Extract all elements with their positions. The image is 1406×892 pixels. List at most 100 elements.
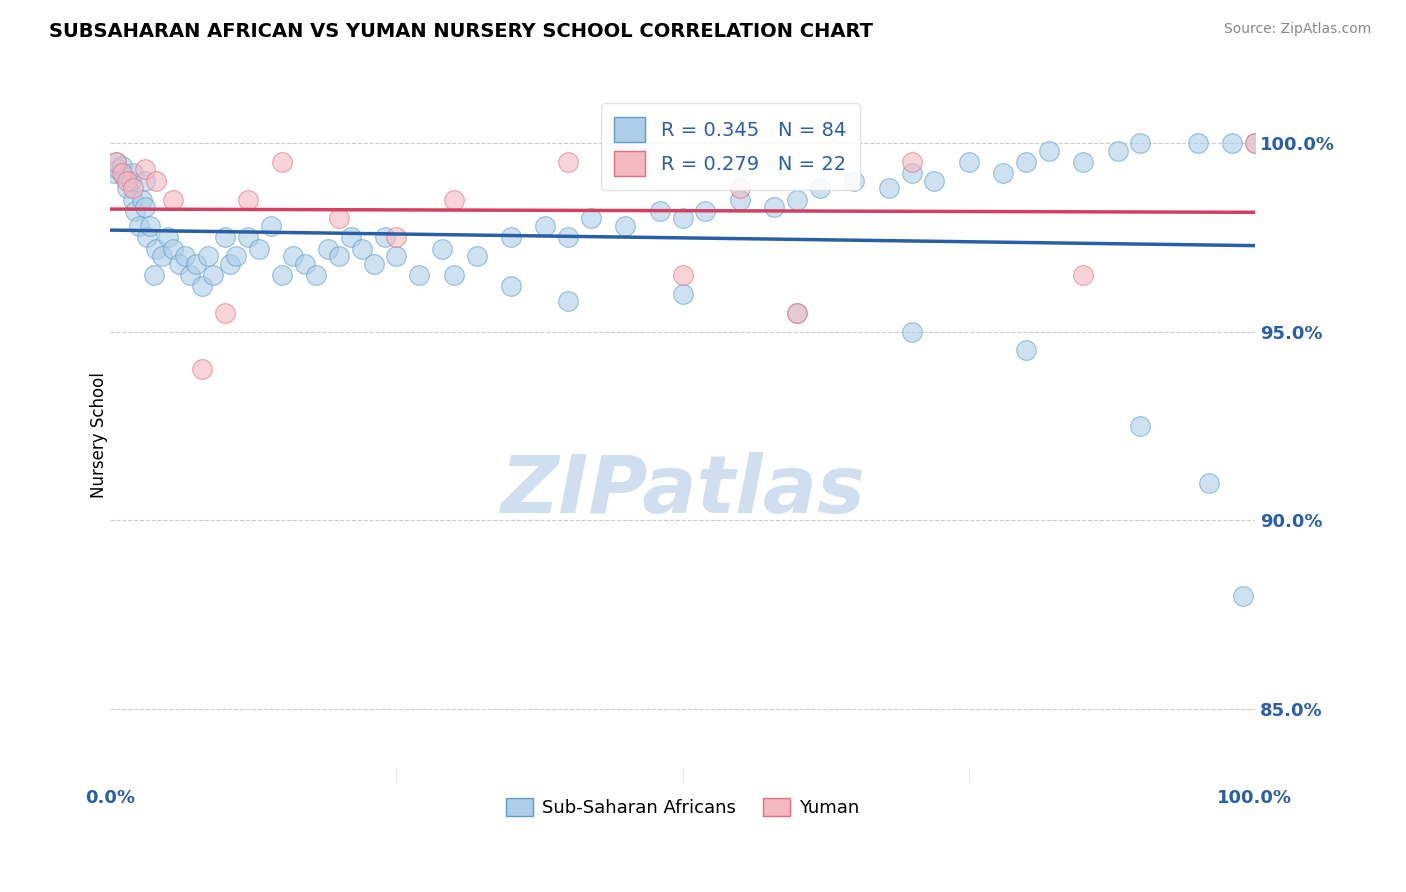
Point [150,249,173,263]
Point [131,193,153,207]
Point [259,219,281,233]
Point [1129,136,1152,150]
Point [557,294,579,309]
Point [499,230,522,244]
Text: SUBSAHARAN AFRICAN VS YUMAN NURSERY SCHOOL CORRELATION CHART: SUBSAHARAN AFRICAN VS YUMAN NURSERY SCHO… [49,22,873,41]
Point [844,174,866,188]
Point [786,306,808,320]
Point [352,242,374,256]
Point [162,242,184,256]
Point [283,249,305,263]
Point [900,166,922,180]
Point [186,257,208,271]
Point [671,268,693,282]
Point [120,174,142,188]
Point [534,219,557,233]
Point [786,193,808,207]
Text: ZIPatlas: ZIPatlas [501,452,865,530]
Point [1244,136,1267,150]
Point [134,162,156,177]
Point [1187,136,1209,150]
Point [219,257,242,271]
Point [385,249,408,263]
Point [579,211,602,226]
Point [122,166,145,180]
Point [1107,144,1129,158]
Point [1244,136,1267,150]
Point [247,242,270,256]
Point [786,306,808,320]
Point [191,279,214,293]
Point [236,193,259,207]
Point [156,230,179,244]
Point [763,200,786,214]
Point [124,203,146,218]
Point [1129,419,1152,434]
Point [614,144,637,158]
Point [107,162,129,177]
Point [139,219,162,233]
Point [128,219,150,233]
Point [202,268,225,282]
Point [408,268,430,282]
Point [1015,343,1038,358]
Point [924,174,946,188]
Point [191,362,214,376]
Point [111,159,134,173]
Point [111,166,134,180]
Point [225,249,247,263]
Point [900,154,922,169]
Point [614,219,637,233]
Point [117,174,139,188]
Point [1071,268,1094,282]
Point [136,230,159,244]
Point [443,268,465,282]
Point [305,268,328,282]
Point [432,242,454,256]
Point [271,154,294,169]
Point [103,166,125,180]
Point [328,211,350,226]
Legend: Sub-Saharan Africans, Yuman: Sub-Saharan Africans, Yuman [499,790,866,824]
Point [1038,144,1060,158]
Point [122,181,145,195]
Point [339,230,361,244]
Point [112,169,135,184]
Point [167,257,190,271]
Point [991,166,1014,180]
Point [557,230,579,244]
Point [197,249,219,263]
Point [648,203,671,218]
Y-axis label: Nursery School: Nursery School [90,373,108,499]
Point [671,211,693,226]
Point [145,242,167,256]
Point [1220,136,1243,150]
Point [294,257,316,271]
Point [671,286,693,301]
Point [214,306,236,320]
Point [316,242,339,256]
Point [1015,154,1038,169]
Point [1232,589,1254,603]
Point [271,268,294,282]
Point [142,268,165,282]
Point [117,181,139,195]
Point [900,325,922,339]
Point [179,268,201,282]
Point [374,230,396,244]
Point [808,181,831,195]
Point [557,154,579,169]
Point [385,230,408,244]
Point [236,230,259,244]
Text: Source: ZipAtlas.com: Source: ZipAtlas.com [1223,22,1371,37]
Point [728,181,751,195]
Point [465,249,488,263]
Point [145,174,167,188]
Point [122,193,145,207]
Point [728,193,751,207]
Point [134,174,156,188]
Point [499,279,522,293]
Point [105,154,128,169]
Point [877,181,900,195]
Point [695,203,717,218]
